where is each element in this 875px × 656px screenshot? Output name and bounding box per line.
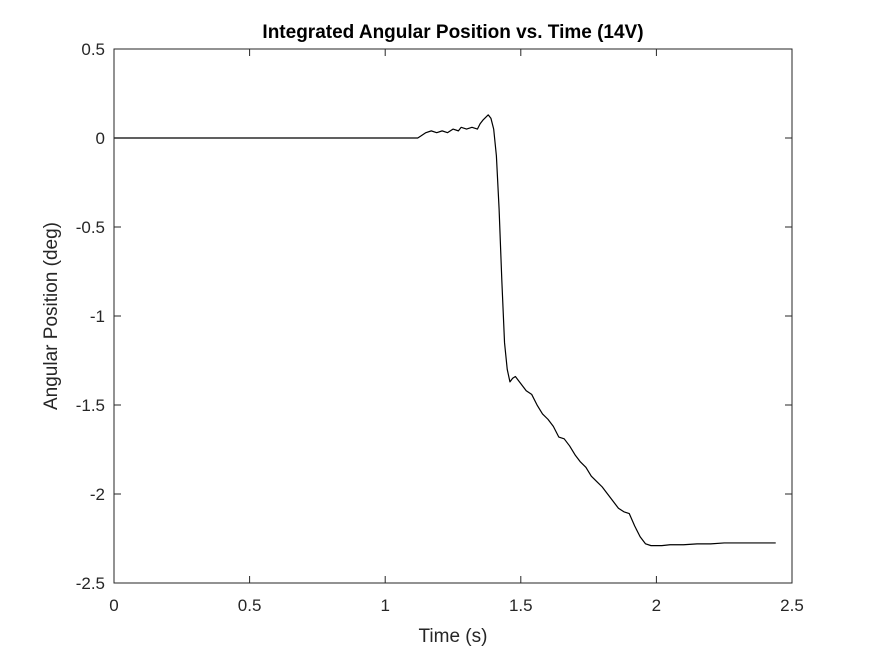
y-tick-label: -2.5 <box>76 574 105 593</box>
y-tick-label: 0 <box>96 129 105 148</box>
x-tick-label: 0 <box>109 596 118 615</box>
x-tick-label: 1 <box>380 596 389 615</box>
x-tick-label: 0.5 <box>238 596 262 615</box>
y-tick-label: -1 <box>90 307 105 326</box>
x-tick-label: 2.5 <box>780 596 804 615</box>
x-tick-label: 1.5 <box>509 596 533 615</box>
axis-tick-labels: 0 0.5 1 1.5 2 2.5 -2.5 -2 -1.5 -1 -0.5 0 0.5 <box>76 40 804 615</box>
x-tick-label: 2 <box>652 596 661 615</box>
chart-title: Integrated Angular Position vs. Time (14… <box>262 22 643 43</box>
y-tick-label: -0.5 <box>76 218 105 237</box>
plot-axes-box <box>113 48 793 584</box>
y-axis-label: Angular Position (deg) <box>41 222 62 410</box>
y-tick-label: 0.5 <box>81 40 105 59</box>
series-line <box>114 114 776 547</box>
y-tick-label: -1.5 <box>76 396 105 415</box>
y-tick-label: -2 <box>90 485 105 504</box>
x-axis-label: Time (s) <box>419 626 488 647</box>
